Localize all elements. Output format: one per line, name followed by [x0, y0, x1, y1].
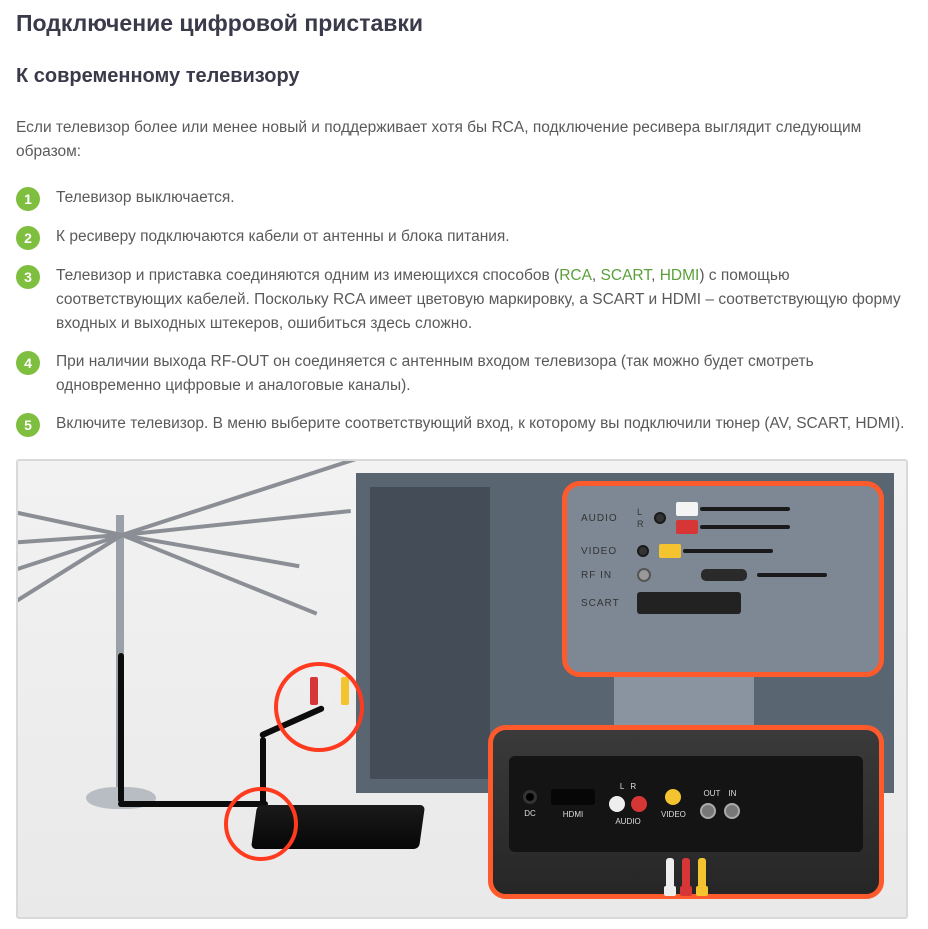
rca-jack-white — [609, 796, 625, 812]
rca-jack-yellow — [665, 789, 681, 805]
sep: , — [592, 267, 601, 284]
antenna-element — [16, 493, 122, 537]
callout-tv-inputs: AUDIO L R VIDEO RF IN — [562, 481, 884, 677]
step-text-pre: Телевизор и приставка соединяются одним … — [56, 267, 559, 284]
steps-list: 1 Телевизор выключается. 2 К ресиверу по… — [16, 186, 912, 437]
rca-plug-red — [682, 858, 690, 892]
label-scart: SCART — [581, 598, 627, 609]
label-r: R — [637, 519, 644, 529]
step-item: 3 Телевизор и приставка соединяются одни… — [16, 264, 912, 336]
antenna-element — [121, 459, 370, 537]
antenna-element — [121, 533, 317, 615]
rf-plug-icon — [701, 569, 747, 581]
label-r: R — [630, 782, 636, 792]
rca-plug-white — [676, 502, 698, 516]
tv-side — [370, 487, 490, 779]
box-rear-panel: DC HDMI LR AUDIO VIDEO OUT IN — [509, 756, 863, 852]
step-number: 4 — [16, 351, 40, 375]
cable — [683, 549, 773, 553]
link-scart[interactable]: SCART — [601, 267, 652, 284]
diagram-scene: AUDIO L R VIDEO RF IN SCART AUDIO L R — [24, 467, 900, 911]
label-l: L — [637, 507, 644, 517]
coax-jack-icon — [724, 803, 740, 819]
step-number: 2 — [16, 226, 40, 250]
antenna-element — [122, 533, 300, 568]
sep: , — [651, 267, 660, 284]
step-text: При наличии выхода RF-OUT он соединяется… — [56, 350, 912, 398]
step-number: 1 — [16, 187, 40, 211]
intro-paragraph: Если телевизор более или менее новый и п… — [16, 116, 912, 164]
label-out: OUT — [703, 789, 720, 799]
rca-plug-yellow — [698, 858, 706, 892]
step-number: 3 — [16, 265, 40, 289]
rf-jack-icon — [637, 568, 651, 582]
rca-plug-white — [666, 858, 674, 892]
step-item: 5 Включите телевизор. В меню выберите со… — [16, 412, 912, 437]
rca-plug-red — [676, 520, 698, 534]
step-text: К ресиверу подключаются кабели от антенн… — [56, 225, 912, 249]
link-rca[interactable]: RCA — [559, 267, 592, 284]
highlight-ring-box — [224, 787, 298, 861]
dc-jack-icon — [523, 790, 537, 804]
label-dc: DC — [524, 809, 536, 819]
cable — [118, 653, 124, 803]
rca-plug-yellow — [659, 544, 681, 558]
label-video: VIDEO — [581, 546, 627, 557]
label-audio: AUDIO — [581, 513, 627, 524]
step-item: 1 Телевизор выключается. — [16, 186, 912, 211]
label-video: VIDEO — [661, 810, 686, 820]
scart-port-icon — [637, 592, 741, 614]
step-text: Телевизор выключается. — [56, 186, 912, 210]
link-hdmi[interactable]: HDMI — [660, 267, 700, 284]
label-in: IN — [728, 789, 736, 799]
callout-box-rear: DC HDMI LR AUDIO VIDEO OUT IN — [488, 725, 884, 899]
hdmi-port-icon — [551, 789, 595, 805]
step-text: Включите телевизор. В меню выберите соот… — [56, 412, 912, 436]
rca-jack-red — [631, 796, 647, 812]
coax-jack-icon — [700, 803, 716, 819]
label-audio: AUDIO — [615, 817, 640, 827]
step-number: 5 — [16, 413, 40, 437]
label-l: L — [620, 782, 624, 792]
jack-icon — [654, 512, 666, 524]
highlight-ring-tv — [274, 662, 364, 752]
step-item: 2 К ресиверу подключаются кабели от анте… — [16, 225, 912, 250]
step-item: 4 При наличии выхода RF-OUT он соединяет… — [16, 350, 912, 398]
cable — [700, 525, 790, 529]
antenna-element — [16, 533, 123, 616]
page-title: Подключение цифровой приставки — [16, 10, 912, 37]
connection-diagram: AUDIO L R VIDEO RF IN SCART AUDIO L R — [16, 459, 908, 919]
step-text: Телевизор и приставка соединяются одним … — [56, 264, 912, 336]
label-rfin: RF IN — [581, 570, 627, 581]
rca-plugs-below — [509, 858, 863, 892]
label-hdmi: HDMI — [563, 810, 583, 820]
cable — [700, 507, 790, 511]
jack-icon — [637, 545, 649, 557]
cable — [757, 573, 827, 577]
section-subtitle: К современному телевизору — [16, 65, 912, 88]
